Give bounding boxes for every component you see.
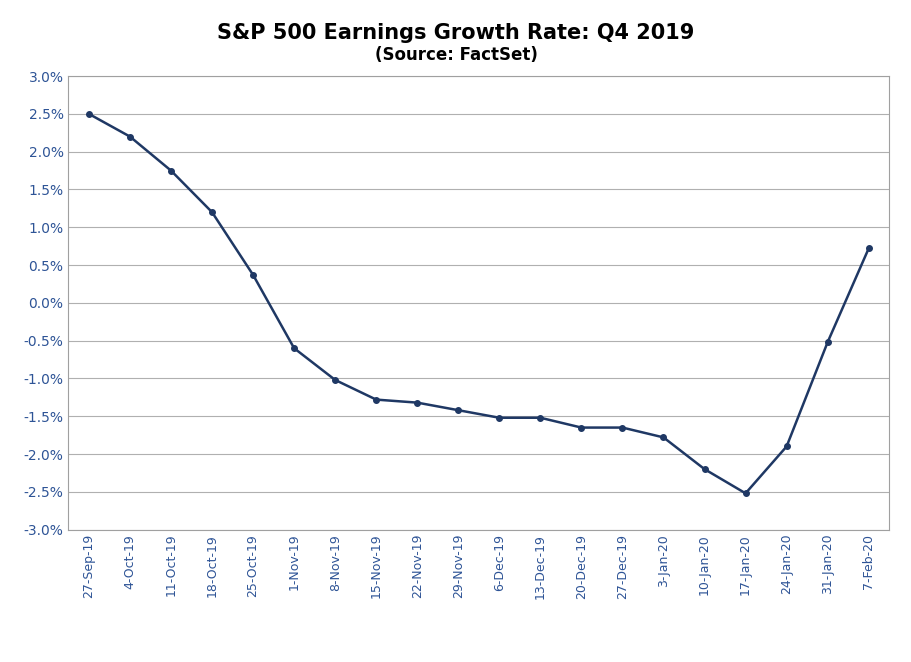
Text: S&P 500 Earnings Growth Rate: Q4 2019: S&P 500 Earnings Growth Rate: Q4 2019 <box>217 23 694 43</box>
Text: (Source: FactSet): (Source: FactSet) <box>374 46 537 64</box>
